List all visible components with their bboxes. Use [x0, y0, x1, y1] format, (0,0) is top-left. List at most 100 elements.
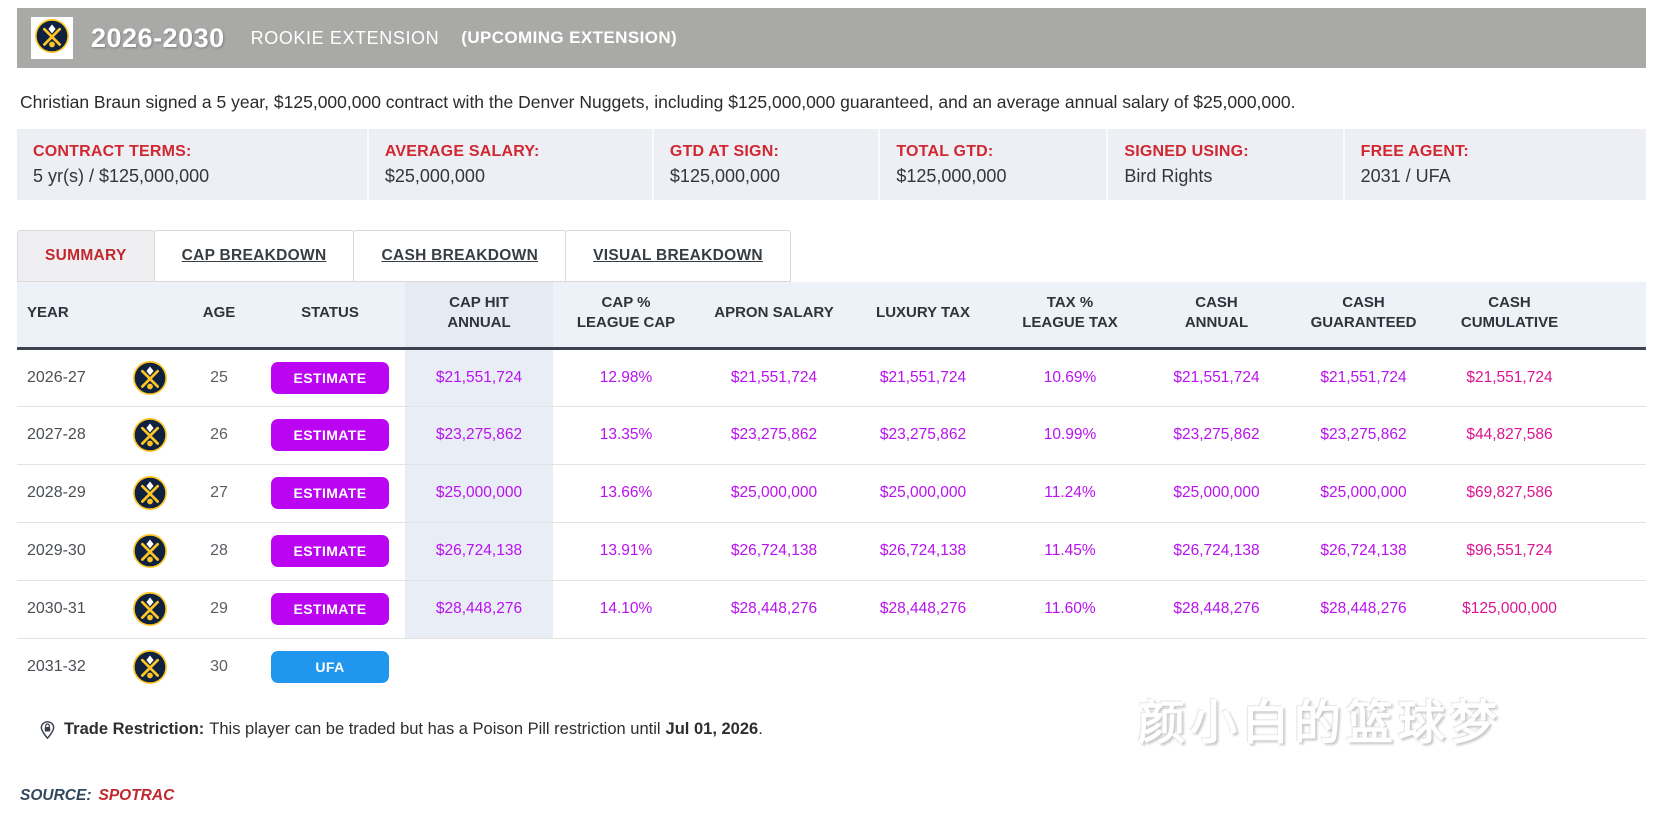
cash-cumulative-cell: $21,551,724 [1437, 348, 1646, 407]
age-cell: 30 [210, 658, 228, 676]
team-logo-cell [117, 638, 183, 696]
contract-header-bar: 2026-2030 ROOKIE EXTENSION (UPCOMING EXT… [17, 8, 1646, 68]
denver-nuggets-logo [133, 360, 167, 395]
cash-guaranteed-cell: $21,551,724 [1290, 348, 1437, 407]
apron-salary-cell: $28,448,276 [699, 580, 849, 639]
source-link[interactable]: SPOTRAC [98, 787, 175, 804]
breakdown-tabs: SUMMARY CAP BREAKDOWN CASH BREAKDOWN VISUAL… [17, 230, 1646, 282]
trade-restriction-label: Trade Restriction: [64, 720, 205, 738]
contract-term: FREE AGENT: 2031 / UFA [1345, 129, 1646, 200]
trade-restriction-date: Jul 01, 2026 [665, 720, 759, 738]
column-header: CAP % LEAGUE CAP [553, 282, 699, 350]
status-badge: ESTIMATE [271, 419, 389, 451]
year-cell: 2029-30 [17, 522, 117, 581]
column-header-line: STATUS [301, 304, 359, 322]
cap-hit-cell: $26,724,138 [405, 522, 553, 581]
salary-table: YEAR AGE STATUS CAP HIT ANNUAL CAP % LEAGUE CA… [17, 282, 1646, 696]
apron-salary-cell: $25,000,000 [699, 464, 849, 523]
tab-summary[interactable]: SUMMARY [17, 230, 155, 282]
tax-pct-cell [997, 638, 1143, 696]
cash-cumulative-cell: $69,827,586 [1437, 464, 1646, 523]
source-line: SOURCE: SPOTRAC [20, 787, 1646, 805]
luxury-tax-cell: $28,448,276 [849, 580, 997, 639]
cap-pct-cell [553, 638, 699, 696]
cash-guaranteed-cell: $26,724,138 [1290, 522, 1437, 581]
watermark-text: 颜小白的篮球梦 [1138, 696, 1502, 749]
tab-cap-breakdown[interactable]: CAP BREAKDOWN [153, 230, 355, 282]
table-row: 2030-31 29 ESTIMATE $28,448,276 14.10% $28,4… [17, 580, 1646, 639]
column-header: STATUS [255, 282, 405, 350]
column-header-line: CAP % [601, 294, 651, 311]
apron-salary-cell: $23,275,862 [699, 406, 849, 465]
denver-nuggets-logo [133, 534, 167, 568]
cap-hit-cell: $25,000,000 [405, 464, 553, 523]
term-label: GTD AT SIGN: [669, 143, 779, 160]
contract-summary-text: Christian Braun signed a 5 year, $125,00… [20, 92, 1296, 112]
trade-restriction-period: . [758, 720, 763, 738]
cash-annual-cell: $25,000,000 [1143, 464, 1290, 523]
column-header-line: CUMULATIVE [1460, 314, 1559, 332]
denver-nuggets-logo [133, 476, 167, 510]
tax-pct-cell: 10.69% [997, 348, 1143, 407]
age-cell: 27 [183, 464, 255, 523]
tab-label: VISUAL BREAKDOWN [593, 247, 763, 264]
contract-term: AVERAGE SALARY: $25,000,000 [369, 129, 654, 200]
cash-guaranteed-cell: $23,275,862 [1290, 406, 1437, 465]
status-cell: ESTIMATE [255, 464, 405, 523]
column-header-line: CAP HIT [449, 294, 509, 311]
age-cell: 28 [183, 522, 255, 581]
tax-pct-cell: 11.60% [997, 580, 1143, 639]
status-badge: ESTIMATE [271, 477, 389, 509]
column-header-line: ANNUAL [447, 314, 511, 332]
status-cell: ESTIMATE [255, 348, 405, 407]
column-header-line: GUARANTEED [1310, 314, 1417, 332]
denver-nuggets-logo [133, 592, 167, 626]
team-logo-cell [117, 522, 183, 581]
column-header-line: CASH [1342, 294, 1385, 311]
tax-pct-cell: 11.45% [997, 522, 1143, 581]
column-header-line: LEAGUE CAP [576, 314, 676, 332]
term-label: CONTRACT TERMS: [33, 143, 192, 160]
trade-restriction-note: Trade Restriction: This player can be tr… [39, 720, 1646, 739]
table-row: 2026-27 25 ESTIMATE $21,551,724 12.98% $21,5… [17, 348, 1646, 407]
term-value: 5 yr(s) / $125,000,000 [33, 166, 210, 186]
contract-term: GTD AT SIGN: $125,000,000 [654, 129, 881, 200]
cap-hit-cell [405, 638, 553, 696]
cash-guaranteed-cell: $28,448,276 [1290, 580, 1437, 639]
contract-terms-bar: CONTRACT TERMS: 5 yr(s) / $125,000,000 AVE… [17, 129, 1646, 200]
denver-nuggets-logo [133, 650, 167, 685]
year-cell: 2027-28 [17, 406, 117, 465]
table-row: 2027-28 26 ESTIMATE $23,275,862 13.35% $23,2… [17, 406, 1646, 465]
term-value: $125,000,000 [896, 166, 1007, 186]
age-cell: 29 [183, 580, 255, 639]
luxury-tax-cell: $21,551,724 [849, 348, 997, 407]
term-label: TOTAL GTD: [896, 143, 994, 160]
table-row: 2028-29 27 ESTIMATE $25,000,000 13.66% $25,0… [17, 464, 1646, 523]
tab-label: CASH BREAKDOWN [381, 247, 539, 264]
column-header-line: APRON SALARY [714, 304, 834, 322]
contract-years: 2026-2030 [91, 22, 225, 53]
tab-label: SUMMARY [45, 247, 127, 264]
column-header: APRON SALARY [699, 282, 849, 350]
team-logo-cell [117, 406, 183, 465]
cap-pct-cell: 12.98% [553, 348, 699, 407]
cash-annual-cell: $26,724,138 [1143, 522, 1290, 581]
contract-page: 2026-2030 ROOKIE EXTENSION (UPCOMING EXT… [17, 8, 1646, 805]
cap-hit-cell: $28,448,276 [405, 580, 553, 639]
luxury-tax-cell: $25,000,000 [849, 464, 997, 523]
status-badge: ESTIMATE [271, 361, 389, 394]
cash-annual-cell: $21,551,724 [1143, 348, 1290, 407]
tab-cash-breakdown[interactable]: CASH BREAKDOWN [353, 230, 567, 282]
age-cell: 25 [183, 348, 255, 407]
column-header-line: LEAGUE TAX [1022, 314, 1118, 332]
cash-annual-cell: $28,448,276 [1143, 580, 1290, 639]
age-cell: 26 [183, 406, 255, 465]
column-header: CASH ANNUAL [1143, 282, 1290, 350]
team-logo-cell [117, 580, 183, 639]
column-header: YEAR [17, 282, 117, 350]
status-cell: UFA [255, 638, 405, 696]
tab-visual-breakdown[interactable]: VISUAL BREAKDOWN [565, 230, 791, 282]
term-value: $125,000,000 [669, 166, 781, 186]
status-badge: UFA [271, 651, 389, 684]
term-value: 2031 / UFA [1360, 166, 1451, 186]
